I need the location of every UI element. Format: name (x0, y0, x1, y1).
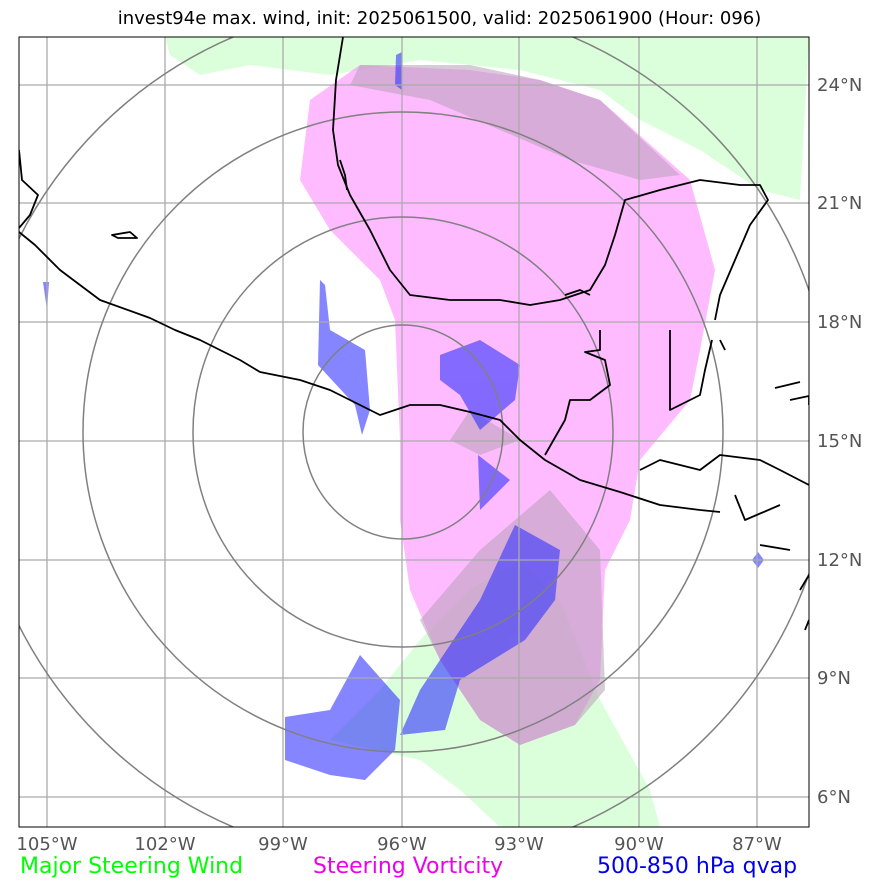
lat-tick-label: 9°N (817, 668, 851, 689)
lon-tick-label: 93°W (494, 834, 544, 855)
coastlines (19, 37, 809, 631)
lon-tick-label: 90°W (614, 834, 664, 855)
lon-tick-label: 99°W (258, 834, 308, 855)
lat-tick-label: 21°N (817, 193, 862, 214)
lon-tick-label: 105°W (16, 834, 77, 855)
qvap-southwest (285, 655, 400, 780)
lat-tick-label: 18°N (817, 312, 862, 333)
guatemala-border (669, 330, 713, 411)
gulf-inlets (339, 159, 726, 351)
gridlines (19, 37, 809, 827)
central-america-borders (639, 454, 809, 631)
yucatan-borders (544, 330, 611, 456)
lon-tick-label: 96°W (377, 834, 427, 855)
overlap-north (350, 65, 680, 180)
cuba-fragment (774, 381, 809, 405)
lat-tick-labels: 24°N 21°N 18°N 15°N 12°N 9°N 6°N (817, 75, 862, 808)
lat-tick-label: 15°N (817, 431, 862, 452)
lon-tick-labels: 105°W 102°W 99°W 96°W 93°W 90°W 87°W (16, 834, 782, 855)
map-title: invest94e max. wind, init: 2025061500, v… (117, 8, 762, 29)
lat-tick-label: 24°N (817, 75, 862, 96)
lon-tick-label: 87°W (732, 834, 782, 855)
lon-tick-label: 102°W (134, 834, 195, 855)
qvap-west-strip (318, 280, 370, 435)
baja-stub (111, 231, 138, 239)
legend-steering-vorticity: Steering Vorticity (313, 854, 504, 879)
plot-frame (18, 36, 810, 828)
qvap-southeast-band (400, 525, 560, 735)
legend-steering-wind: Major Steering Wind (20, 854, 244, 879)
range-rings (19, 37, 809, 827)
gulf-coastline (332, 37, 769, 321)
lat-tick-label: 6°N (817, 787, 851, 808)
qvap-central-south (478, 455, 510, 510)
legend-qvap: 500-850 hPa qvap (597, 854, 798, 879)
pacific-coastline (19, 149, 721, 513)
qvap-layer (43, 52, 764, 780)
qvap-north-sliver (395, 52, 402, 90)
lat-tick-label: 12°N (817, 550, 862, 571)
